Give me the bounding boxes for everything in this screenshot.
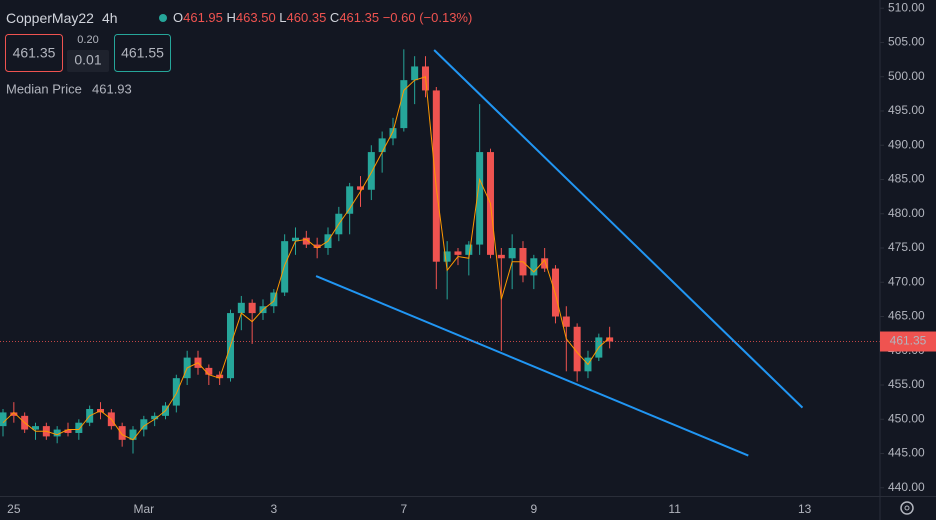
plot <box>0 49 880 457</box>
candle-body <box>31 426 39 430</box>
x-tick-label: 9 <box>530 502 537 516</box>
candle-body <box>0 412 7 427</box>
last-price-label: 461.35 <box>890 334 927 348</box>
y-tick-label: 445.00 <box>888 446 925 460</box>
candle-body <box>205 367 213 375</box>
candle-body <box>551 268 559 317</box>
sell-button[interactable] <box>5 34 63 72</box>
indicator-name: Median Price <box>6 81 82 96</box>
buy-price[interactable]: 461.55 <box>121 45 164 61</box>
candle-body <box>443 251 451 262</box>
y-tick-label: 510.00 <box>888 0 925 14</box>
h-label: H <box>227 10 236 25</box>
candle-body <box>129 429 137 440</box>
x-tick-label: Mar <box>133 502 154 516</box>
candle-body <box>476 152 484 245</box>
candle-body <box>75 422 83 433</box>
candle-body <box>302 237 310 245</box>
candle-body <box>10 412 18 416</box>
y-tick-label: 505.00 <box>888 35 925 49</box>
candle-body <box>151 415 159 420</box>
y-tick-label: 500.00 <box>888 69 925 83</box>
sell-price[interactable]: 461.35 <box>13 45 56 61</box>
trend-line <box>433 49 804 409</box>
y-tick-label: 450.00 <box>888 411 925 425</box>
x-tick-label: 25 <box>7 502 21 516</box>
y-tick-label: 495.00 <box>888 103 925 117</box>
gear[interactable] <box>900 501 914 515</box>
x-tick-label: 13 <box>798 502 812 516</box>
x-tick-label: 3 <box>270 502 277 516</box>
gear-center[interactable] <box>904 505 910 511</box>
h-value: 463.50 <box>236 10 276 25</box>
candle-body <box>64 429 72 433</box>
candle-body <box>378 138 386 153</box>
candle-body <box>118 426 126 440</box>
y-tick-label: 490.00 <box>888 137 925 151</box>
ohlc-legend: O461.95 H463.50 L460.35 C461.35 −0.60 (−… <box>173 10 472 25</box>
y-tick-label: 465.00 <box>888 309 925 323</box>
candle-body <box>389 128 397 139</box>
y-tick-label: 455.00 <box>888 377 925 391</box>
y-tick-label: 485.00 <box>888 172 925 186</box>
candle-body <box>411 66 419 81</box>
axes: 440.00445.00450.00455.00460.00465.00470.… <box>7 0 936 516</box>
candle-body <box>562 316 570 327</box>
candle-body <box>530 258 538 276</box>
candle-body <box>573 326 581 372</box>
candle-body <box>465 244 473 255</box>
candle-body <box>291 237 299 242</box>
o-label: O <box>173 10 183 25</box>
spread: 0.20 <box>77 34 98 46</box>
last-price-box <box>880 331 936 352</box>
candle-body <box>400 80 408 129</box>
candle-body <box>432 90 440 262</box>
candle-body <box>606 337 614 342</box>
y-tick-label: 480.00 <box>888 206 925 220</box>
candle-body <box>53 429 61 437</box>
candle-body <box>541 258 549 269</box>
l-value: 460.35 <box>287 10 327 25</box>
y-tick-label: 440.00 <box>888 480 925 494</box>
x-tick-label: 7 <box>400 502 407 516</box>
candle-body <box>508 248 516 259</box>
candle-body <box>356 186 364 190</box>
symbol: CopperMay22 <box>6 10 94 26</box>
l-label: L <box>279 10 286 25</box>
y-tick-label: 470.00 <box>888 274 925 288</box>
median-line <box>2 76 610 441</box>
quantity-box[interactable] <box>67 50 109 72</box>
buy-button[interactable] <box>114 34 171 72</box>
x-tick-label: 11 <box>668 502 681 516</box>
candle-body <box>454 251 462 255</box>
y-tick-label: 475.00 <box>888 240 925 254</box>
settings-icon[interactable] <box>900 501 914 515</box>
candle-body <box>346 186 354 214</box>
candle-body <box>367 152 375 190</box>
candle-body <box>497 254 505 259</box>
legend: CopperMay22 4h <box>6 10 118 26</box>
candle-body <box>248 302 256 314</box>
indicator-value: 461.93 <box>92 81 132 96</box>
o-value: 461.95 <box>183 10 223 25</box>
candle-body <box>172 378 180 406</box>
status-dot <box>159 14 167 22</box>
candle-body <box>140 419 148 430</box>
c-value: 461.35 <box>339 10 379 25</box>
candle-body <box>237 302 245 314</box>
trend-line <box>315 275 749 457</box>
quantity[interactable]: 0.01 <box>74 52 101 68</box>
interval: 4h <box>102 10 118 26</box>
change: −0.60 (−0.13%) <box>383 10 473 25</box>
candle-body <box>216 374 224 379</box>
candle-body <box>313 244 321 248</box>
c-label: C <box>330 10 339 25</box>
